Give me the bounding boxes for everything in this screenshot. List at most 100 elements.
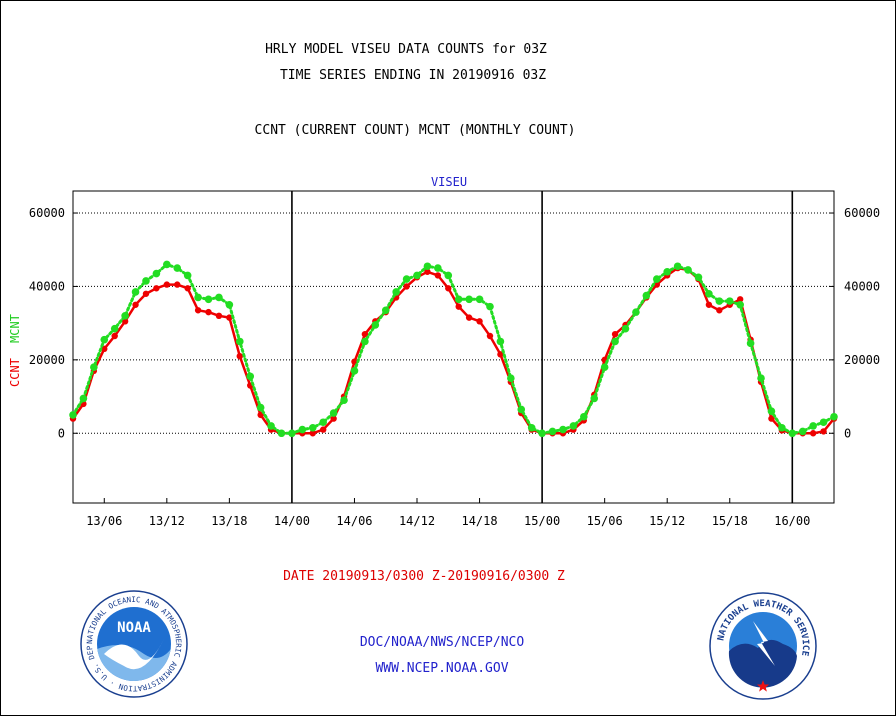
mcnt-data-point bbox=[267, 422, 275, 430]
mcnt-data-point bbox=[215, 293, 223, 302]
y-tick-label-right: 20000 bbox=[844, 353, 880, 367]
ccnt-data-point bbox=[736, 296, 744, 303]
plot-label: VISEU bbox=[431, 175, 467, 189]
mcnt-data-point bbox=[652, 275, 661, 283]
y-tick-label: 60000 bbox=[29, 206, 65, 220]
mcnt-data-point bbox=[319, 418, 327, 427]
mcnt-data-point bbox=[569, 422, 578, 430]
mcnt-data-point bbox=[371, 321, 380, 329]
y-tick-label-right: 0 bbox=[844, 426, 851, 440]
mcnt-data-point bbox=[194, 293, 202, 302]
y-axis-label-mcnt: MCNT bbox=[8, 314, 22, 343]
mcnt-data-point bbox=[538, 429, 546, 438]
ccnt-data-point bbox=[424, 268, 431, 275]
mcnt-data-point bbox=[632, 308, 640, 316]
mcnt-data-point bbox=[465, 295, 473, 304]
mcnt-data-point bbox=[131, 288, 140, 296]
ccnt-data-point bbox=[705, 301, 713, 308]
ccnt-data-point bbox=[111, 332, 118, 340]
mcnt-data-point bbox=[507, 374, 515, 383]
grid-layer bbox=[73, 191, 834, 503]
ccnt-data-point bbox=[465, 314, 473, 321]
mcnt-data-point bbox=[809, 422, 817, 430]
mcnt-data-point bbox=[288, 429, 296, 438]
mcnt-data-point bbox=[110, 324, 119, 333]
ccnt-data-point bbox=[361, 330, 369, 338]
mcnt-data-point bbox=[246, 372, 255, 381]
footer-url: WWW.NCEP.NOAA.GOV bbox=[375, 661, 508, 676]
x-tick-label: 15/18 bbox=[712, 514, 748, 528]
ccnt-data-point bbox=[434, 272, 442, 279]
ccnt-data-point bbox=[153, 285, 160, 292]
ccnt-data-point bbox=[486, 332, 494, 340]
mcnt-data-point bbox=[475, 295, 484, 304]
ccnt-data-point bbox=[309, 430, 316, 437]
mcnt-data-point bbox=[142, 277, 150, 285]
chart-subtitle: CCNT (CURRENT COUNT) MCNT (MONTHLY COUNT… bbox=[255, 123, 576, 138]
mcnt-data-point bbox=[350, 367, 359, 375]
ccnt-data-point bbox=[455, 303, 462, 310]
mcnt-data-point bbox=[559, 425, 567, 434]
noaa-logo-text: NOAA bbox=[117, 620, 151, 636]
mcnt-data-point bbox=[798, 427, 807, 436]
mcnt-data-point bbox=[100, 335, 109, 344]
ccnt-series-line bbox=[71, 266, 835, 435]
ccnt-data-point bbox=[809, 430, 817, 437]
mcnt-data-point bbox=[454, 295, 463, 304]
ccnt-data-point bbox=[497, 351, 504, 358]
ccnt-data-point bbox=[403, 283, 410, 290]
mcnt-data-point bbox=[788, 429, 797, 438]
y-tick-label-right: 60000 bbox=[844, 206, 880, 220]
ccnt-data-point bbox=[611, 330, 619, 338]
mcnt-data-point bbox=[173, 264, 182, 272]
mcnt-data-point bbox=[757, 374, 765, 383]
y-tick-label-right: 40000 bbox=[844, 279, 880, 293]
mcnt-data-point bbox=[830, 412, 838, 421]
mcnt-data-point bbox=[381, 306, 390, 315]
mcnt-data-point bbox=[69, 411, 77, 419]
mcnt-data-point bbox=[392, 288, 400, 296]
x-tick-label: 14/00 bbox=[274, 514, 310, 528]
ccnt-data-point bbox=[768, 415, 775, 422]
chart-title-line2: TIME SERIES ENDING IN 20190916 03Z bbox=[280, 68, 546, 83]
mcnt-data-point bbox=[329, 409, 338, 417]
mcnt-data-point bbox=[298, 425, 307, 434]
mcnt-data-point bbox=[611, 337, 619, 346]
mcnt-data-point bbox=[423, 262, 432, 271]
mcnt-data-point bbox=[340, 396, 348, 405]
mcnt-data-point bbox=[496, 337, 505, 346]
mcnt-data-point bbox=[121, 312, 129, 320]
y-tick-label: 40000 bbox=[29, 279, 65, 293]
ccnt-data-point bbox=[445, 285, 452, 292]
ccnt-data-point bbox=[205, 308, 212, 316]
ccnt-data-point bbox=[236, 352, 243, 360]
mcnt-data-point bbox=[705, 289, 713, 298]
mcnt-data-point bbox=[778, 423, 786, 432]
mcnt-data-point bbox=[715, 297, 724, 305]
x-tick-label: 14/12 bbox=[399, 514, 435, 528]
x-tick-label: 15/12 bbox=[649, 514, 685, 528]
mcnt-data-point bbox=[308, 423, 317, 432]
ccnt-data-point bbox=[215, 312, 223, 319]
mcnt-data-point bbox=[361, 337, 369, 346]
mcnt-data-point bbox=[79, 394, 88, 403]
mcnt-data-point bbox=[746, 339, 755, 348]
nws-logo: NATIONAL WEATHER SERVICE bbox=[709, 592, 817, 700]
ccnt-data-point bbox=[163, 281, 171, 288]
x-tick-label: 15/00 bbox=[524, 514, 560, 528]
ccnt-data-point bbox=[174, 281, 181, 288]
mcnt-data-point bbox=[444, 271, 453, 280]
ccnt-data-point bbox=[132, 301, 139, 308]
x-tick-label: 14/06 bbox=[336, 514, 372, 528]
mcnt-data-point bbox=[600, 363, 609, 371]
x-tick-label: 13/12 bbox=[149, 514, 185, 528]
ccnt-data-point bbox=[476, 318, 483, 325]
mcnt-data-point bbox=[152, 269, 161, 278]
mcnt-data-point bbox=[663, 267, 672, 276]
mcnt-data-point bbox=[580, 412, 588, 421]
mcnt-data-point bbox=[590, 394, 599, 403]
mcnt-data-point bbox=[527, 423, 536, 432]
x-tick-label: 13/06 bbox=[86, 514, 122, 528]
